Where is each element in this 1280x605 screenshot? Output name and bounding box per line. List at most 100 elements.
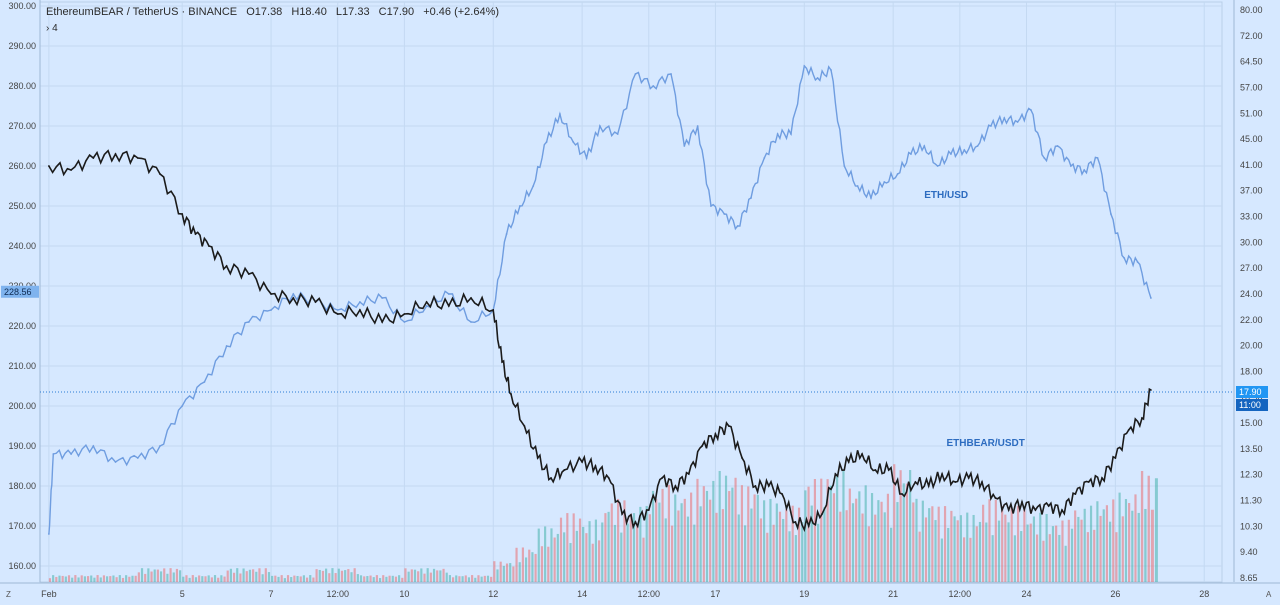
volume-bar	[112, 575, 115, 582]
volume-bar	[407, 571, 410, 582]
series-point	[536, 457, 539, 459]
volume-bar	[331, 568, 334, 582]
volume-bar	[210, 577, 213, 582]
series-point	[492, 309, 495, 311]
volume-bar	[490, 576, 493, 582]
volume-bar	[785, 509, 788, 582]
y-tick-right: 9.40	[1240, 547, 1258, 557]
y-tick-right: 18.00	[1240, 366, 1263, 376]
volume-bar	[385, 576, 388, 582]
series-point	[1074, 493, 1077, 495]
volume-bar	[131, 575, 134, 582]
ohlc-high: H18.40	[291, 6, 327, 18]
series-point	[505, 233, 508, 235]
volume-bar	[763, 500, 766, 582]
volume-bar	[915, 498, 918, 582]
volume-bar	[1013, 535, 1016, 582]
volume-bar	[102, 575, 106, 582]
volume-bar	[512, 566, 515, 582]
volume-bar	[74, 575, 77, 582]
volume-bar	[823, 507, 826, 582]
volume-bar	[1099, 515, 1102, 582]
x-tick: 21	[888, 589, 898, 599]
volume-bar	[988, 499, 991, 582]
volume-bar	[985, 522, 988, 582]
volume-bar	[261, 574, 264, 582]
volume-bar	[709, 499, 712, 582]
series-point	[114, 461, 117, 463]
series-point	[967, 477, 970, 479]
x-tick: 12:00	[326, 589, 349, 599]
x-tick: 5	[180, 589, 185, 599]
volume-bar	[521, 547, 524, 582]
volume-bar	[391, 575, 394, 582]
volume-bar	[1096, 501, 1099, 582]
volume-bar	[1077, 516, 1080, 582]
series-point	[874, 469, 877, 471]
volume-bar	[147, 568, 150, 582]
series-point	[1007, 509, 1010, 511]
volume-bar	[509, 563, 512, 582]
volume-bar	[1140, 470, 1144, 582]
series-point	[807, 525, 810, 527]
series-point	[1136, 261, 1139, 263]
series-point	[510, 393, 512, 395]
volume-bar	[505, 563, 509, 582]
volume-bar	[696, 478, 699, 582]
volume-bar	[585, 533, 588, 582]
volume-bar	[429, 572, 432, 582]
volume-bar	[179, 570, 182, 582]
symbol-name[interactable]: EthereumBEAR / TetherUS · BINANCE	[46, 6, 238, 18]
series-point	[194, 233, 197, 235]
volume-bar	[86, 576, 90, 582]
volume-bar	[267, 572, 271, 582]
volume-bar	[239, 573, 242, 582]
series-point	[447, 293, 450, 295]
series-point	[981, 481, 983, 483]
series-point	[114, 153, 117, 155]
volume-bar	[886, 493, 889, 582]
volume-bar	[1093, 529, 1096, 582]
volume-bar	[61, 575, 64, 582]
series-point	[403, 321, 406, 323]
volume-bar	[271, 575, 274, 582]
volume-bar	[1010, 507, 1013, 582]
volume-bar	[1042, 540, 1045, 582]
series-point	[1083, 169, 1086, 171]
y-tick-right: 37.00	[1240, 186, 1263, 196]
volume-bar	[677, 510, 680, 582]
volume-bar	[198, 575, 201, 582]
overlay: 17.90 11:00 228.56	[1, 285, 1268, 411]
series-point	[803, 65, 806, 67]
volume-bar	[534, 553, 537, 582]
volume-bar	[607, 511, 610, 582]
volume-bar	[931, 506, 934, 582]
series-point	[683, 145, 686, 147]
volume-bar	[775, 503, 778, 582]
series-point	[181, 213, 184, 215]
volume-bar	[1154, 478, 1158, 582]
y-tick-right: 41.00	[1240, 160, 1263, 170]
volume-bar	[480, 576, 483, 582]
series-point	[247, 321, 250, 323]
volume-bar	[791, 505, 794, 582]
volume-bar	[801, 522, 804, 582]
series-point	[634, 73, 637, 75]
series-point	[652, 85, 655, 87]
volume-bar	[150, 571, 153, 582]
indicator-toggle[interactable]: › 4	[46, 23, 58, 34]
volume-bar	[106, 576, 109, 582]
y-tick-left: 260.00	[8, 161, 36, 171]
volume-bar	[848, 488, 851, 582]
series-point	[861, 453, 863, 455]
volume-bar	[702, 486, 705, 582]
y-tick-right: 30.00	[1240, 237, 1263, 247]
y-tick-left: 160.00	[8, 561, 36, 571]
volume-bar	[382, 575, 385, 582]
series-point	[292, 297, 295, 299]
x-tick: 12:00	[949, 589, 972, 599]
volume-bar	[797, 507, 801, 582]
y-tick-left: 200.00	[8, 401, 36, 411]
